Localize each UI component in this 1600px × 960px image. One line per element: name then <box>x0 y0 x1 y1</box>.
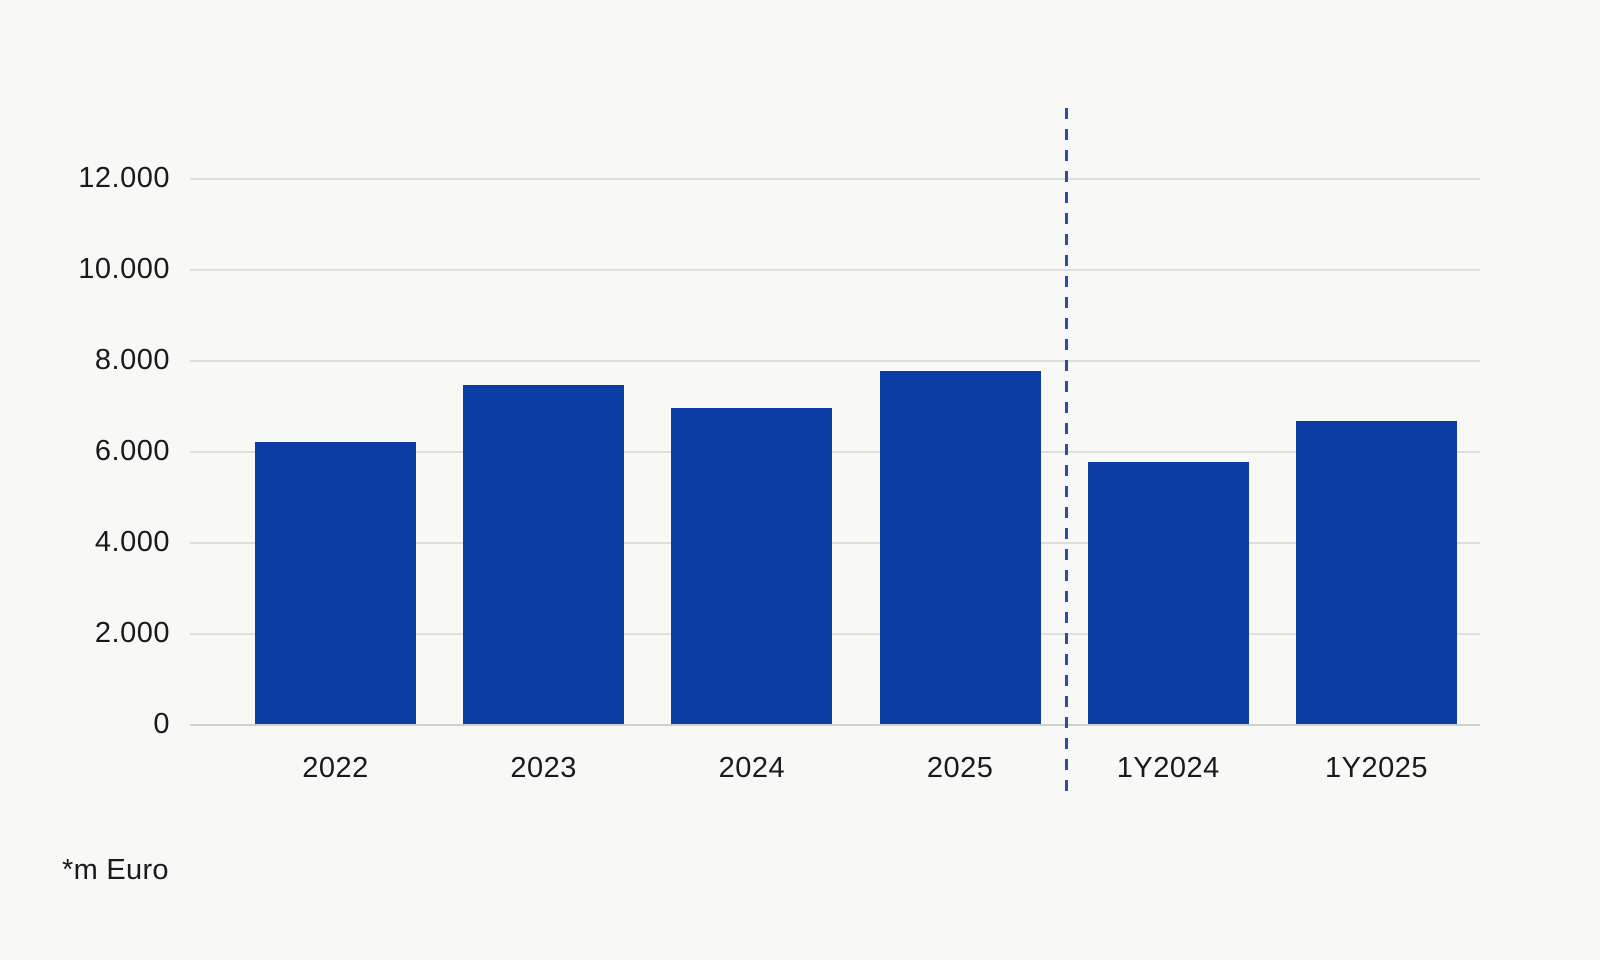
y-axis-tick-label: 12.000 <box>78 162 170 194</box>
bar-2024 <box>671 408 833 724</box>
bar-2025 <box>879 371 1041 724</box>
bar-1y2024 <box>1087 462 1249 724</box>
x-axis-label-1y2025: 1Y2025 <box>1325 752 1428 784</box>
gridline <box>190 451 1480 453</box>
gridline <box>190 178 1480 180</box>
bar-chart-plot: 0 2.000 4.000 6.000 8.000 10.000 12.000 2022 202… <box>78 100 1480 810</box>
y-axis-tick-label: 10.000 <box>78 253 170 285</box>
footnote-unit-label: *m Euro <box>62 854 169 886</box>
y-axis-tick-label: 8.000 <box>94 344 170 376</box>
x-axis-label-2024: 2024 <box>718 752 786 784</box>
x-axis-label-1y2024: 1Y2024 <box>1116 752 1220 784</box>
gridline <box>190 633 1480 635</box>
bar-2023 <box>463 385 625 724</box>
bar-1y2025 <box>1296 421 1457 724</box>
x-axis-label-2022: 2022 <box>302 752 369 784</box>
gridline <box>190 360 1480 362</box>
gridline <box>190 269 1480 271</box>
period-separator-dashed-line <box>1064 108 1068 799</box>
gridline <box>190 542 1480 544</box>
y-axis-tick-label: 4.000 <box>94 526 170 558</box>
x-axis-line <box>190 724 1480 726</box>
x-axis-label-2025: 2025 <box>926 752 994 784</box>
y-axis-tick-label: 0 <box>153 708 170 740</box>
y-axis-tick-label: 2.000 <box>94 617 170 649</box>
bar-2022 <box>255 442 416 724</box>
y-axis-tick-label: 6.000 <box>94 435 170 467</box>
x-axis-label-2023: 2023 <box>510 752 577 784</box>
